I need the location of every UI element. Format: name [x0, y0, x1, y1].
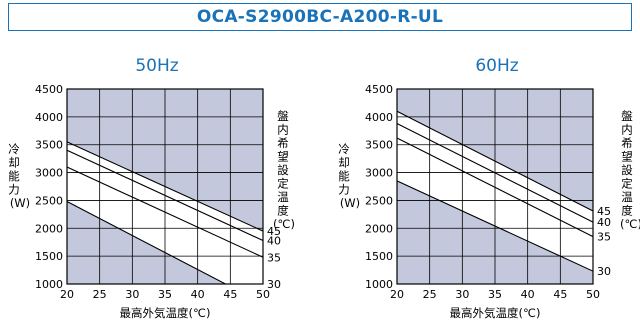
series-label-35: 35 — [267, 251, 281, 264]
x-tick-label: 45 — [553, 288, 567, 301]
x-tick-label: 35 — [488, 288, 502, 301]
y-tick-label: 1500 — [365, 250, 393, 263]
series-group-label-part: 盤 — [621, 109, 633, 123]
x-tick-label: 35 — [158, 288, 172, 301]
y-axis-label-part: 却 — [8, 156, 20, 170]
y-tick-label: 2000 — [35, 222, 63, 235]
y-axis-label-part: 冷 — [8, 142, 20, 156]
x-tick-label: 40 — [191, 288, 205, 301]
series-line-40 — [67, 149, 263, 242]
x-tick-label: 30 — [455, 288, 469, 301]
series-group-label-part: 内 — [277, 123, 289, 137]
series-group-label-part: (℃) — [620, 217, 640, 231]
y-tick-label: 4000 — [35, 111, 63, 124]
series-line-45 — [67, 141, 263, 232]
y-tick-label: 1500 — [35, 250, 63, 263]
series-label-30: 30 — [597, 265, 611, 278]
title-banner: OCA-S2900BC-A200-R-UL — [8, 3, 632, 31]
y-tick-label: 1000 — [35, 278, 63, 291]
y-axis-label-part: 能 — [8, 169, 20, 183]
y-tick-label: 3000 — [365, 167, 393, 180]
series-label-45: 45 — [597, 205, 611, 218]
series-label-40: 40 — [597, 216, 611, 229]
y-axis-label-part: 冷 — [338, 142, 350, 156]
series-group-label-part: 設 — [621, 163, 633, 177]
series-group-label-part: 望 — [277, 150, 289, 164]
series-group-label-part: 度 — [277, 204, 289, 218]
y-axis-label-part: (W) — [10, 196, 30, 210]
series-group-label-part: 内 — [621, 123, 633, 137]
series-label-30: 30 — [267, 278, 281, 291]
chart-title: 60Hz — [475, 56, 518, 76]
series-group-label-part: 定 — [621, 177, 633, 191]
series-line-45 — [397, 110, 593, 212]
y-tick-label: 3500 — [35, 139, 63, 152]
series-group-label-part: 望 — [621, 150, 633, 164]
y-tick-label: 4000 — [365, 111, 393, 124]
x-tick-label: 45 — [223, 288, 237, 301]
y-axis-label-part: (W) — [340, 196, 360, 210]
series-group-label-part: 盤 — [277, 109, 289, 123]
x-tick-label: 20 — [390, 288, 404, 301]
y-tick-label: 3500 — [365, 139, 393, 152]
x-tick-label: 50 — [256, 288, 270, 301]
x-tick-label: 50 — [586, 288, 600, 301]
y-tick-label: 1000 — [365, 278, 393, 291]
series-group-label-part: (℃) — [273, 217, 295, 231]
y-axis-label-part: 力 — [8, 183, 20, 197]
series-line-30 — [67, 201, 227, 284]
x-tick-label: 30 — [125, 288, 139, 301]
series-line-35 — [67, 166, 263, 258]
page-title: OCA-S2900BC-A200-R-UL — [196, 7, 444, 27]
series-label-40: 40 — [267, 235, 281, 248]
series-line-30 — [397, 180, 593, 272]
y-axis-label-part: 能 — [338, 169, 350, 183]
y-tick-label: 3000 — [35, 167, 63, 180]
series-label-35: 35 — [597, 231, 611, 244]
x-tick-label: 40 — [521, 288, 535, 301]
x-tick-label: 25 — [423, 288, 437, 301]
series-group-label-part: 度 — [621, 204, 633, 218]
y-axis-label-part: 力 — [338, 183, 350, 197]
series-group-label-part: 定 — [277, 177, 289, 191]
series-line-35 — [397, 137, 593, 238]
series-group-label-part: 希 — [277, 136, 289, 150]
y-tick-label: 4500 — [365, 83, 393, 96]
x-axis-label: 最高外気温度(℃) — [450, 306, 541, 320]
y-tick-label: 4500 — [35, 83, 63, 96]
series-group-label-part: 温 — [277, 190, 289, 204]
x-tick-label: 20 — [60, 288, 74, 301]
plot-frame — [66, 88, 264, 285]
x-axis-label: 最高外気温度(℃) — [120, 306, 211, 320]
y-tick-label: 2500 — [365, 194, 393, 207]
series-group-label-part: 設 — [277, 163, 289, 177]
series-label-45: 45 — [267, 225, 281, 238]
series-group-label-part: 希 — [621, 136, 633, 150]
y-tick-label: 2500 — [35, 194, 63, 207]
series-group-label-part: 温 — [621, 190, 633, 204]
y-tick-label: 2000 — [365, 222, 393, 235]
plot-frame — [396, 88, 594, 285]
x-tick-label: 25 — [93, 288, 107, 301]
chart-title: 50Hz — [135, 56, 178, 76]
y-axis-label-part: 却 — [338, 156, 350, 170]
series-line-40 — [397, 123, 593, 223]
